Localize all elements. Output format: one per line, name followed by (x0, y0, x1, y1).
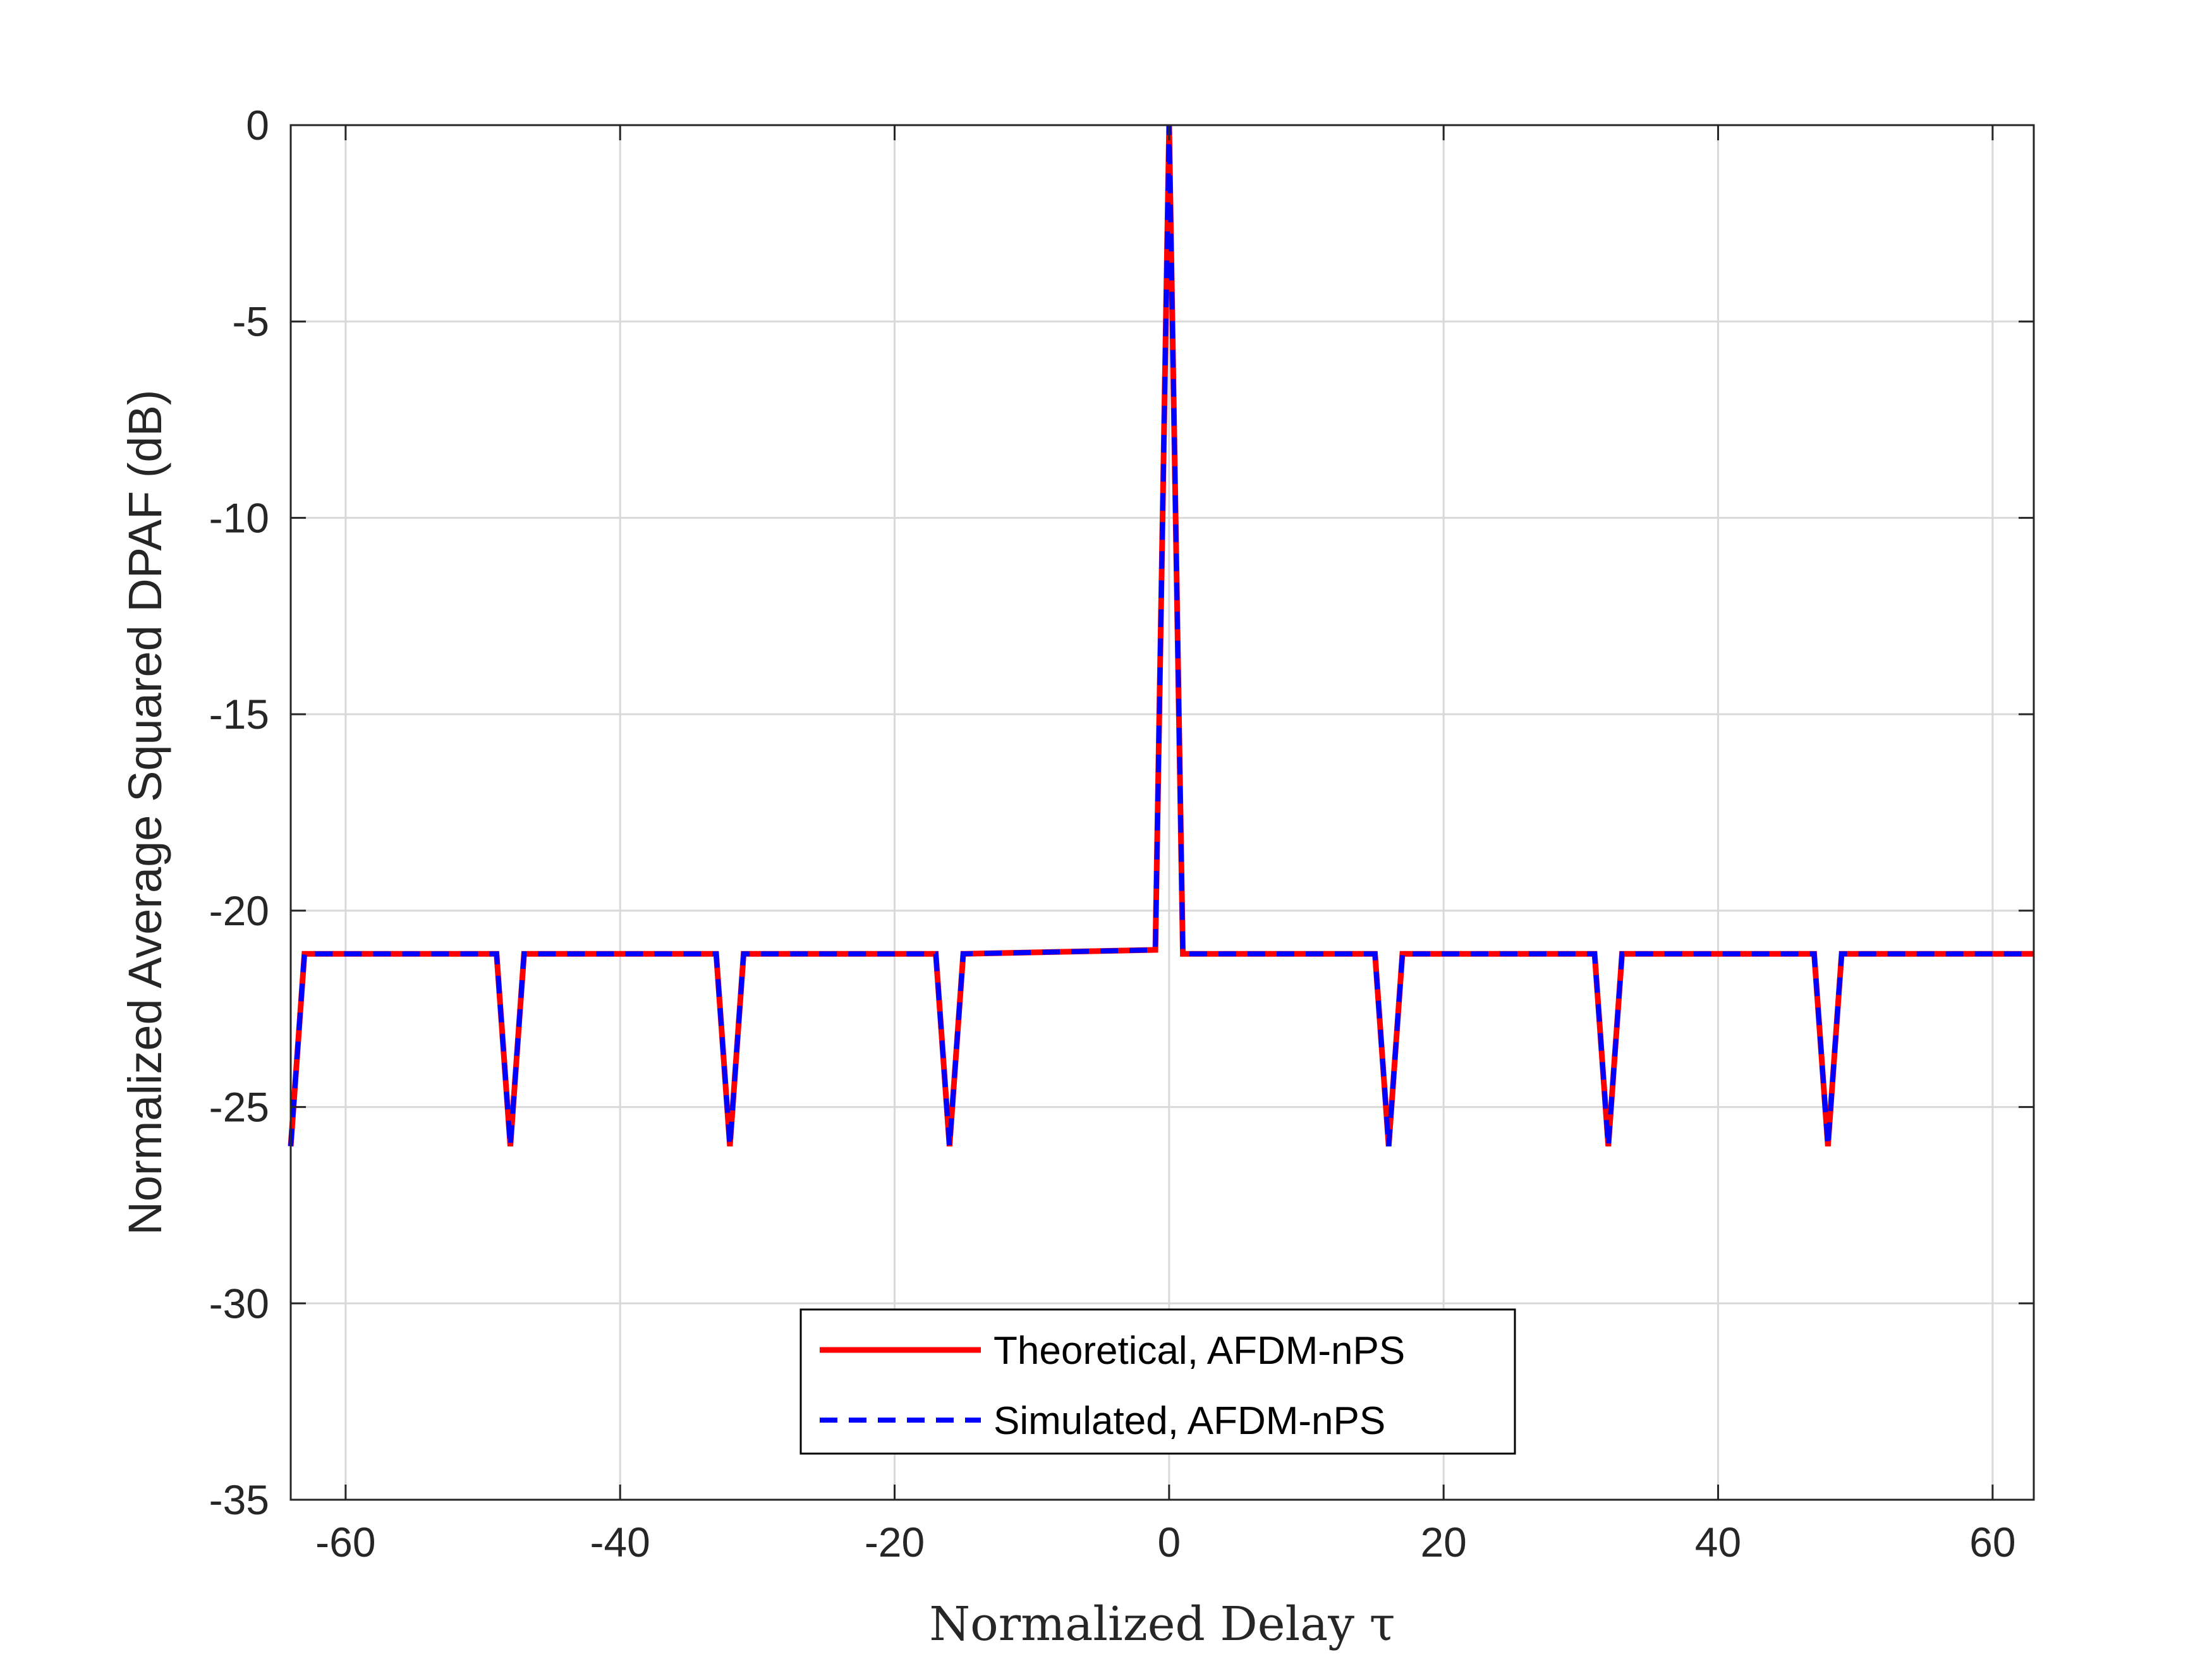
axes-box (289, 124, 2035, 1501)
y-tick-label: -30 (209, 1280, 269, 1327)
y-tick-label: -5 (232, 298, 269, 345)
series-layer (288, 125, 2034, 1147)
y-tick-label: -15 (209, 691, 269, 738)
y-tick-label: 0 (246, 102, 269, 149)
y-axis-label: Normalized Average Squared DPAF (dB) (119, 389, 171, 1235)
x-tick-label: 0 (1157, 1519, 1181, 1565)
x-tick-label: -60 (315, 1519, 375, 1565)
series-line-simulated (288, 125, 2034, 1146)
grid (291, 124, 2034, 1501)
legend: Theoretical, AFDM-nPS Simulated, AFDM-nP… (799, 1308, 1516, 1455)
y-tick-label: -25 (209, 1084, 269, 1131)
ticks (291, 124, 2034, 1501)
x-tick-label: -40 (590, 1519, 650, 1565)
legend-label-simulated: Simulated, AFDM-nPS (994, 1399, 1385, 1443)
tick-labels: -60 -40 -20 0 20 40 60 0 -5 -10 -15 -20 -25 -30 -35 (209, 102, 2016, 1565)
legend-label-theoretical: Theoretical, AFDM-nPS (994, 1329, 1405, 1373)
legend-box (799, 1308, 1516, 1455)
x-tick-label: 60 (1969, 1519, 2015, 1565)
x-axis-label: Normalized Delay τ (929, 1597, 1395, 1651)
x-tick-label: 40 (1695, 1519, 1741, 1565)
y-tick-label: -10 (209, 494, 269, 541)
plot-area (291, 125, 2034, 1500)
x-tick-label: -20 (865, 1519, 925, 1565)
y-tick-label: -35 (209, 1476, 269, 1523)
y-tick-label: -20 (209, 887, 269, 934)
x-tick-label: 20 (1420, 1519, 1466, 1565)
